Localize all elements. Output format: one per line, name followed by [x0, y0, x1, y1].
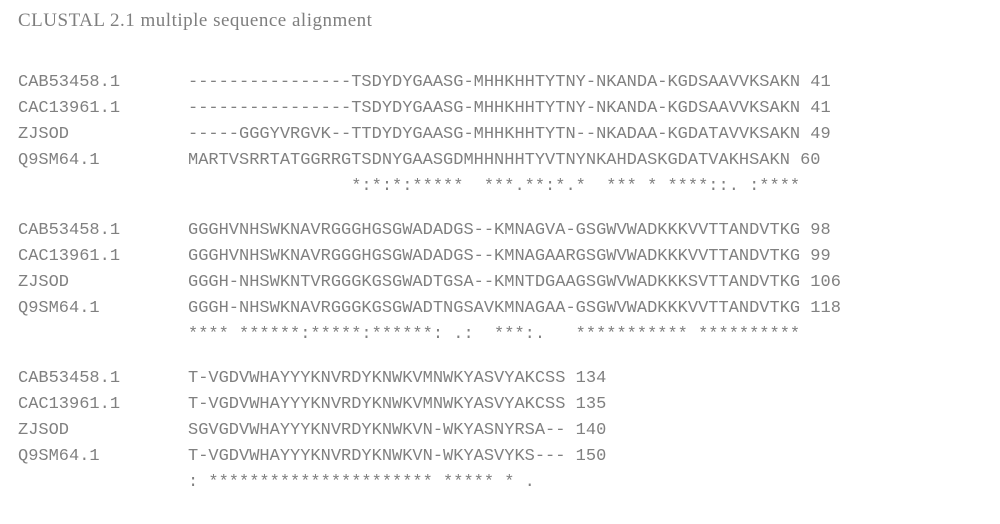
sequence-text: T-VGDVWHAYYYKNVRDYKNWKVMNWKYASVYAKCSS 13… [188, 366, 606, 392]
sequence-text: GGGHVNHSWKNAVRGGGHGSGWADADGS--KMNAGAARGS… [188, 244, 831, 270]
consensus-row: : ********************** ***** * . [18, 470, 982, 496]
alignment-row: Q9SM64.1GGGH-NHSWKNAVRGGGKGSGWADTNGSAVKM… [18, 296, 982, 322]
sequence-label: ZJSOD [18, 122, 188, 148]
sequence-label: CAC13961.1 [18, 392, 188, 418]
consensus-text: : ********************** ***** * . [188, 470, 565, 496]
sequence-label: ZJSOD [18, 418, 188, 444]
consensus-text: **** ******:*****:******: .: ***:. *****… [188, 322, 800, 348]
consensus-row: *:*:*:***** ***.**:*.* *** * ****::. :**… [18, 174, 982, 200]
sequence-text: ----------------TSDYDYGAASG-MHHKHHTYTNY-… [188, 70, 831, 96]
sequence-text: GGGHVNHSWKNAVRGGGHGSGWADADGS--KMNAGVA-GS… [188, 218, 831, 244]
alignment-row: CAB53458.1----------------TSDYDYGAASG-MH… [18, 70, 982, 96]
consensus-text: *:*:*:***** ***.**:*.* *** * ****::. :**… [188, 174, 800, 200]
consensus-row: **** ******:*****:******: .: ***:. *****… [18, 322, 982, 348]
alignment-row: Q9SM64.1MARTVSRRTATGGRRGTSDNYGAASGDMHHNH… [18, 148, 982, 174]
sequence-text: GGGH-NHSWKNTVRGGGKGSGWADTGSA--KMNTDGAAGS… [188, 270, 841, 296]
sequence-label: CAB53458.1 [18, 70, 188, 96]
sequence-label: CAB53458.1 [18, 218, 188, 244]
sequence-label: Q9SM64.1 [18, 296, 188, 322]
alignment-block: CAB53458.1T-VGDVWHAYYYKNVRDYKNWKVMNWKYAS… [18, 366, 982, 496]
sequence-label: Q9SM64.1 [18, 444, 188, 470]
alignment-container: CAB53458.1----------------TSDYDYGAASG-MH… [18, 70, 982, 496]
sequence-text: ----------------TSDYDYGAASG-MHHKHHTYTNY-… [188, 96, 831, 122]
sequence-label: Q9SM64.1 [18, 148, 188, 174]
page-title: CLUSTAL 2.1 multiple sequence alignment [18, 10, 982, 32]
sequence-text: MARTVSRRTATGGRRGTSDNYGAASGDMHHNHHTYVTNYN… [188, 148, 821, 174]
alignment-row: Q9SM64.1T-VGDVWHAYYYKNVRDYKNWKVN-WKYASVY… [18, 444, 982, 470]
sequence-text: T-VGDVWHAYYYKNVRDYKNWKVN-WKYASVYKS--- 15… [188, 444, 606, 470]
alignment-row: ZJSODGGGH-NHSWKNTVRGGGKGSGWADTGSA--KMNTD… [18, 270, 982, 296]
sequence-label: CAC13961.1 [18, 96, 188, 122]
sequence-text: -----GGGYVRGVK--TTDYDYGAASG-MHHKHHTYTN--… [188, 122, 831, 148]
alignment-row: CAC13961.1GGGHVNHSWKNAVRGGGHGSGWADADGS--… [18, 244, 982, 270]
sequence-label: ZJSOD [18, 270, 188, 296]
alignment-row: CAC13961.1----------------TSDYDYGAASG-MH… [18, 96, 982, 122]
sequence-text: SGVGDVWHAYYYKNVRDYKNWKVN-WKYASNYRSA-- 14… [188, 418, 606, 444]
alignment-row: CAB53458.1T-VGDVWHAYYYKNVRDYKNWKVMNWKYAS… [18, 366, 982, 392]
alignment-block: CAB53458.1----------------TSDYDYGAASG-MH… [18, 70, 982, 200]
sequence-text: GGGH-NHSWKNAVRGGGKGSGWADTNGSAVKMNAGAA-GS… [188, 296, 841, 322]
alignment-block: CAB53458.1GGGHVNHSWKNAVRGGGHGSGWADADGS--… [18, 218, 982, 348]
alignment-row: CAC13961.1T-VGDVWHAYYYKNVRDYKNWKVMNWKYAS… [18, 392, 982, 418]
alignment-row: ZJSODSGVGDVWHAYYYKNVRDYKNWKVN-WKYASNYRSA… [18, 418, 982, 444]
sequence-text: T-VGDVWHAYYYKNVRDYKNWKVMNWKYASVYAKCSS 13… [188, 392, 606, 418]
sequence-label: CAC13961.1 [18, 244, 188, 270]
alignment-row: ZJSOD-----GGGYVRGVK--TTDYDYGAASG-MHHKHHT… [18, 122, 982, 148]
sequence-label: CAB53458.1 [18, 366, 188, 392]
alignment-row: CAB53458.1GGGHVNHSWKNAVRGGGHGSGWADADGS--… [18, 218, 982, 244]
